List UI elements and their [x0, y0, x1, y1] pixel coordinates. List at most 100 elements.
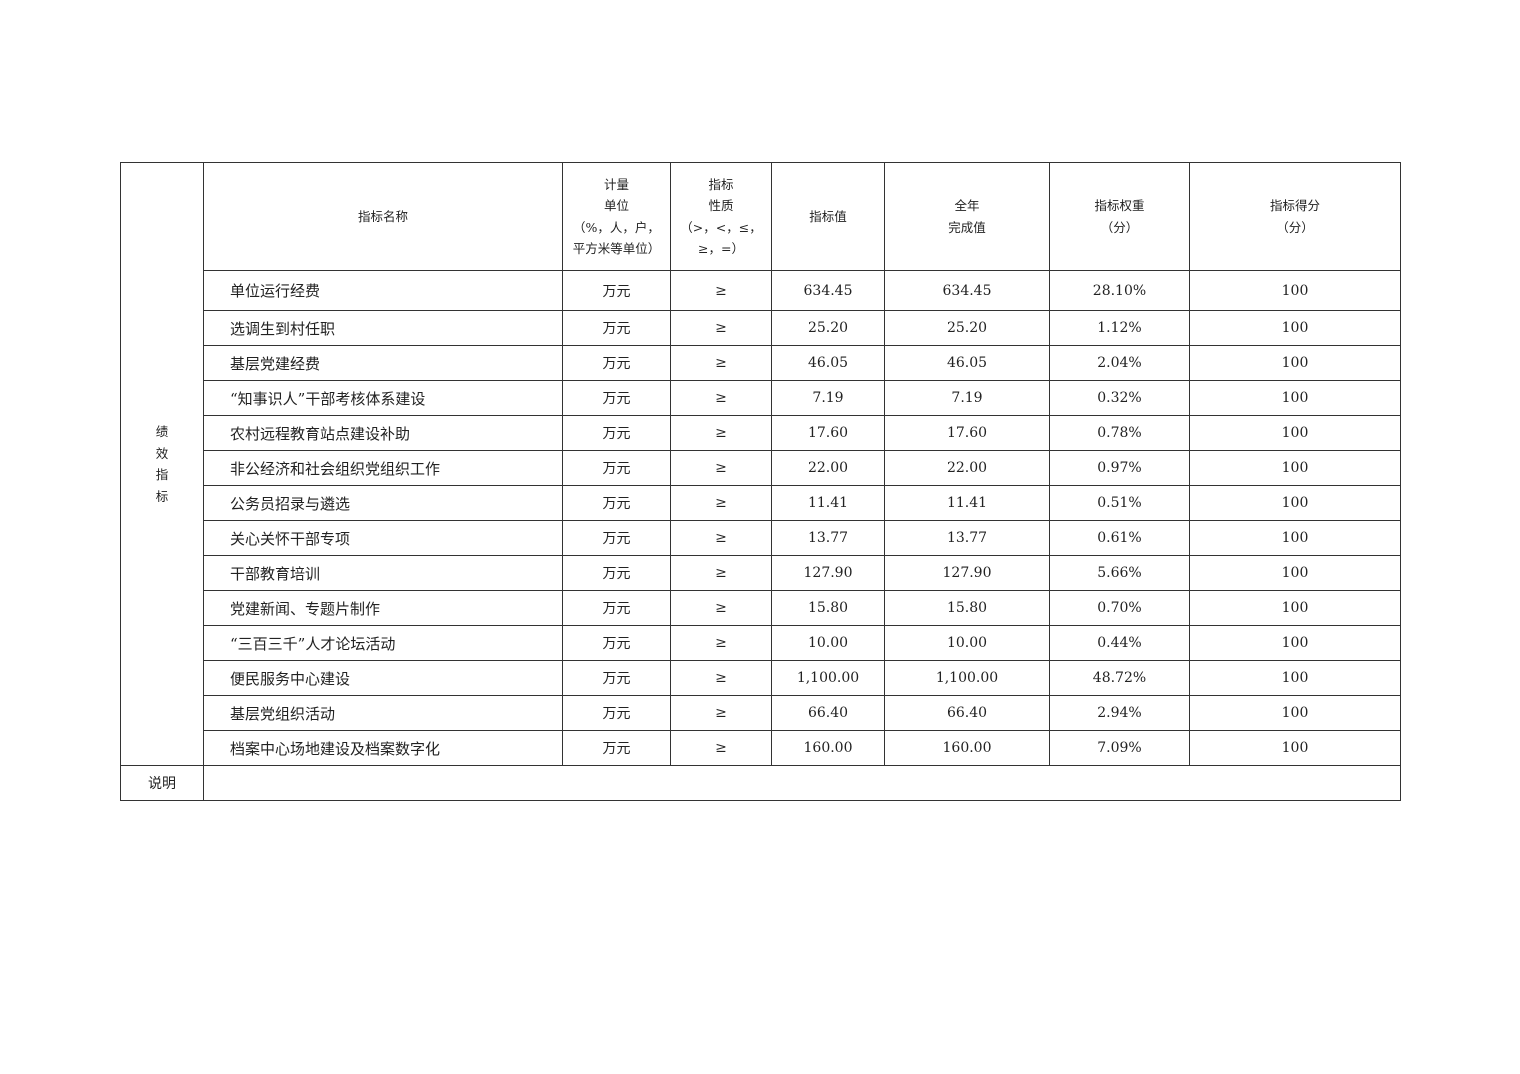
- header-nature: 指标 性质 （>，<，≤， ≥，=）: [670, 162, 772, 271]
- header-weight: 指标权重 （分）: [1049, 162, 1190, 271]
- cell-weight: 7.09%: [1049, 730, 1190, 766]
- cell-nature: ≥: [670, 660, 772, 696]
- cell-nature: ≥: [670, 695, 772, 731]
- cell-score: 100: [1189, 450, 1401, 486]
- cell-unit: 万元: [562, 695, 671, 731]
- cell-nature: ≥: [670, 590, 772, 626]
- cell-weight: 0.97%: [1049, 450, 1190, 486]
- cell-weight: 0.61%: [1049, 520, 1190, 556]
- cell-name: “知事识人”干部考核体系建设: [203, 380, 563, 416]
- cell-target: 127.90: [771, 555, 885, 591]
- cell-weight: 5.66%: [1049, 555, 1190, 591]
- cell-target: 11.41: [771, 485, 885, 521]
- note-row: 说明: [120, 765, 1401, 801]
- cell-score: 100: [1189, 660, 1401, 696]
- cell-nature: ≥: [670, 310, 772, 346]
- cell-actual: 1,100.00: [884, 660, 1050, 696]
- header-weight-line: 指标权重: [1094, 198, 1145, 213]
- cell-target: 25.20: [771, 310, 885, 346]
- header-actual: 全年 完成值: [884, 162, 1050, 271]
- cell-name: 关心关怀干部专项: [203, 520, 563, 556]
- header-unit-line: （%，人，户，: [573, 219, 660, 235]
- cell-target: 7.19: [771, 380, 885, 416]
- cell-target: 15.80: [771, 590, 885, 626]
- header-actual-line: 全年: [954, 198, 980, 213]
- cell-target: 1,100.00: [771, 660, 885, 696]
- cell-unit: 万元: [562, 345, 671, 381]
- cell-nature: ≥: [670, 345, 772, 381]
- header-score-line: （分）: [1276, 219, 1314, 235]
- cell-actual: 66.40: [884, 695, 1050, 731]
- cell-weight: 48.72%: [1049, 660, 1190, 696]
- cell-score: 100: [1189, 520, 1401, 556]
- cell-name: 非公经济和社会组织党组织工作: [203, 450, 563, 486]
- cell-target: 13.77: [771, 520, 885, 556]
- header-target: 指标值: [771, 162, 885, 271]
- cell-nature: ≥: [670, 485, 772, 521]
- cell-name: 党建新闻、专题片制作: [203, 590, 563, 626]
- cell-weight: 2.94%: [1049, 695, 1190, 731]
- cell-score: 100: [1189, 555, 1401, 591]
- cell-score: 100: [1189, 730, 1401, 766]
- cell-name: 公务员招录与遴选: [203, 485, 563, 521]
- cell-name: 基层党建经费: [203, 345, 563, 381]
- cell-score: 100: [1189, 625, 1401, 661]
- cell-nature: ≥: [670, 415, 772, 451]
- header-name: 指标名称: [203, 162, 563, 271]
- cell-nature: ≥: [670, 625, 772, 661]
- cell-unit: 万元: [562, 415, 671, 451]
- table-row: 基层党建经费 万元 ≥46.05 46.05 2.04% 100: [121, 345, 1401, 381]
- cell-unit: 万元: [562, 380, 671, 416]
- performance-indicator-table: 绩效指标 指标名称 计量 单位 （%，人，户， 平方米等单位） 指标 性质 （>，<，≤，…: [120, 162, 1401, 801]
- header-nature-line: 指标: [708, 176, 734, 192]
- cell-name: 档案中心场地建设及档案数字化: [203, 730, 563, 766]
- cell-name: 干部教育培训: [203, 555, 563, 591]
- cell-unit: 万元: [562, 270, 671, 311]
- cell-actual: 634.45: [884, 270, 1050, 311]
- cell-weight: 0.51%: [1049, 485, 1190, 521]
- cell-nature: ≥: [670, 450, 772, 486]
- header-nature-line: ≥，=）: [698, 241, 744, 256]
- header-unit-line: 计量: [603, 176, 629, 192]
- note-label: 说明: [120, 765, 204, 801]
- cell-actual: 7.19: [884, 380, 1050, 416]
- header-score-line: 指标得分: [1269, 198, 1320, 213]
- cell-score: 100: [1189, 345, 1401, 381]
- cell-unit: 万元: [562, 555, 671, 591]
- cell-weight: 0.78%: [1049, 415, 1190, 451]
- table-row: 档案中心场地建设及档案数字化 万元 ≥160.00 160.00 7.09% 100: [121, 730, 1401, 766]
- note-value: [203, 765, 1401, 801]
- table-row: 公务员招录与遴选 万元 ≥11.41 11.41 0.51% 100: [121, 485, 1401, 521]
- header-actual-line: 完成值: [948, 219, 986, 235]
- table-row: 党建新闻、专题片制作 万元 ≥15.80 15.80 0.70% 100: [121, 590, 1401, 626]
- cell-name: 单位运行经费: [203, 270, 563, 311]
- cell-score: 100: [1189, 380, 1401, 416]
- cell-score: 100: [1189, 590, 1401, 626]
- table-row: 便民服务中心建设 万元 ≥1,100.00 1,100.00 48.72% 100: [121, 660, 1401, 696]
- table-row: 关心关怀干部专项 万元 ≥13.77 13.77 0.61% 100: [121, 520, 1401, 556]
- cell-target: 66.40: [771, 695, 885, 731]
- cell-weight: 2.04%: [1049, 345, 1190, 381]
- cell-name: 基层党组织活动: [203, 695, 563, 731]
- table-row: 干部教育培训 万元 ≥127.90 127.90 5.66% 100: [121, 555, 1401, 591]
- side-label: 绩效指标: [155, 424, 169, 504]
- cell-nature: ≥: [670, 555, 772, 591]
- table-row: 基层党组织活动 万元 ≥66.40 66.40 2.94% 100: [121, 695, 1401, 731]
- cell-unit: 万元: [562, 590, 671, 626]
- cell-actual: 10.00: [884, 625, 1050, 661]
- table-row: 选调生到村任职 万元 ≥25.20 25.20 1.12% 100: [121, 310, 1401, 346]
- table-row: “三百三千”人才论坛活动 万元 ≥10.00 10.00 0.44% 100: [121, 625, 1401, 661]
- cell-score: 100: [1189, 695, 1401, 731]
- cell-weight: 0.70%: [1049, 590, 1190, 626]
- cell-weight: 1.12%: [1049, 310, 1190, 346]
- cell-name: 农村远程教育站点建设补助: [203, 415, 563, 451]
- cell-weight: 0.44%: [1049, 625, 1190, 661]
- cell-name: 便民服务中心建设: [203, 660, 563, 696]
- side-label-cell: 绩效指标: [120, 162, 204, 766]
- cell-name: “三百三千”人才论坛活动: [203, 625, 563, 661]
- cell-unit: 万元: [562, 730, 671, 766]
- cell-unit: 万元: [562, 520, 671, 556]
- cell-actual: 46.05: [884, 345, 1050, 381]
- header-unit: 计量 单位 （%，人，户， 平方米等单位）: [562, 162, 671, 271]
- cell-actual: 25.20: [884, 310, 1050, 346]
